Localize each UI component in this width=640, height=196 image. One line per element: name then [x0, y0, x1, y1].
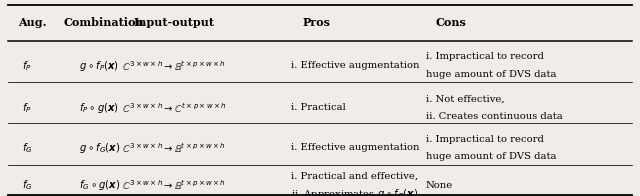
Text: $\mathbb{C}^{3\times w\times h} \rightarrow \mathbb{B}^{t\times p\times w\times : $\mathbb{C}^{3\times w\times h} \rightar… — [122, 178, 226, 192]
Text: i. Practical and effective,: i. Practical and effective, — [291, 172, 419, 181]
Text: i. Not effective,: i. Not effective, — [426, 94, 504, 103]
Text: $f_P$: $f_P$ — [22, 59, 32, 73]
Text: $f_P$: $f_P$ — [22, 101, 32, 115]
Text: huge amount of DVS data: huge amount of DVS data — [426, 152, 556, 161]
Text: $\mathbb{C}^{3\times w\times h} \rightarrow \mathbb{B}^{t\times p\times w\times : $\mathbb{C}^{3\times w\times h} \rightar… — [122, 141, 226, 155]
Text: $f_P \circ g(\boldsymbol{x})$: $f_P \circ g(\boldsymbol{x})$ — [79, 101, 119, 115]
Text: $\mathbb{C}^{3\times w\times h} \rightarrow \mathbb{C}^{t\times p\times w\times : $\mathbb{C}^{3\times w\times h} \rightar… — [122, 101, 227, 115]
Text: Aug.: Aug. — [18, 17, 47, 28]
Text: Cons: Cons — [436, 17, 467, 28]
Text: $g \circ f_G(\boldsymbol{x})$: $g \circ f_G(\boldsymbol{x})$ — [79, 141, 120, 155]
Text: huge amount of DVS data: huge amount of DVS data — [426, 70, 556, 79]
Text: Pros: Pros — [303, 17, 331, 28]
Text: i. Impractical to record: i. Impractical to record — [426, 135, 543, 144]
Text: $f_G$: $f_G$ — [22, 178, 32, 192]
Text: $g \circ f_P(\boldsymbol{x})$: $g \circ f_P(\boldsymbol{x})$ — [79, 59, 119, 73]
Text: i. Impractical to record: i. Impractical to record — [426, 52, 543, 61]
Text: ii. Creates continuous data: ii. Creates continuous data — [426, 112, 563, 121]
Text: ii. Approximates $g \circ f_G(\boldsymbol{x})$: ii. Approximates $g \circ f_G(\boldsymbo… — [291, 187, 419, 196]
Text: $f_G$: $f_G$ — [22, 141, 32, 155]
Text: Input-output: Input-output — [134, 17, 214, 28]
Text: $\mathbb{C}^{3\times w\times h} \rightarrow \mathbb{B}^{t\times p\times w\times : $\mathbb{C}^{3\times w\times h} \rightar… — [122, 59, 226, 73]
Text: i. Practical: i. Practical — [291, 103, 346, 112]
Text: None: None — [426, 181, 453, 190]
Text: Combination: Combination — [64, 17, 145, 28]
Text: $f_G \circ g(\boldsymbol{x})$: $f_G \circ g(\boldsymbol{x})$ — [79, 178, 120, 192]
Text: i. Effective augmentation: i. Effective augmentation — [291, 143, 420, 152]
Text: i. Effective augmentation: i. Effective augmentation — [291, 61, 420, 70]
